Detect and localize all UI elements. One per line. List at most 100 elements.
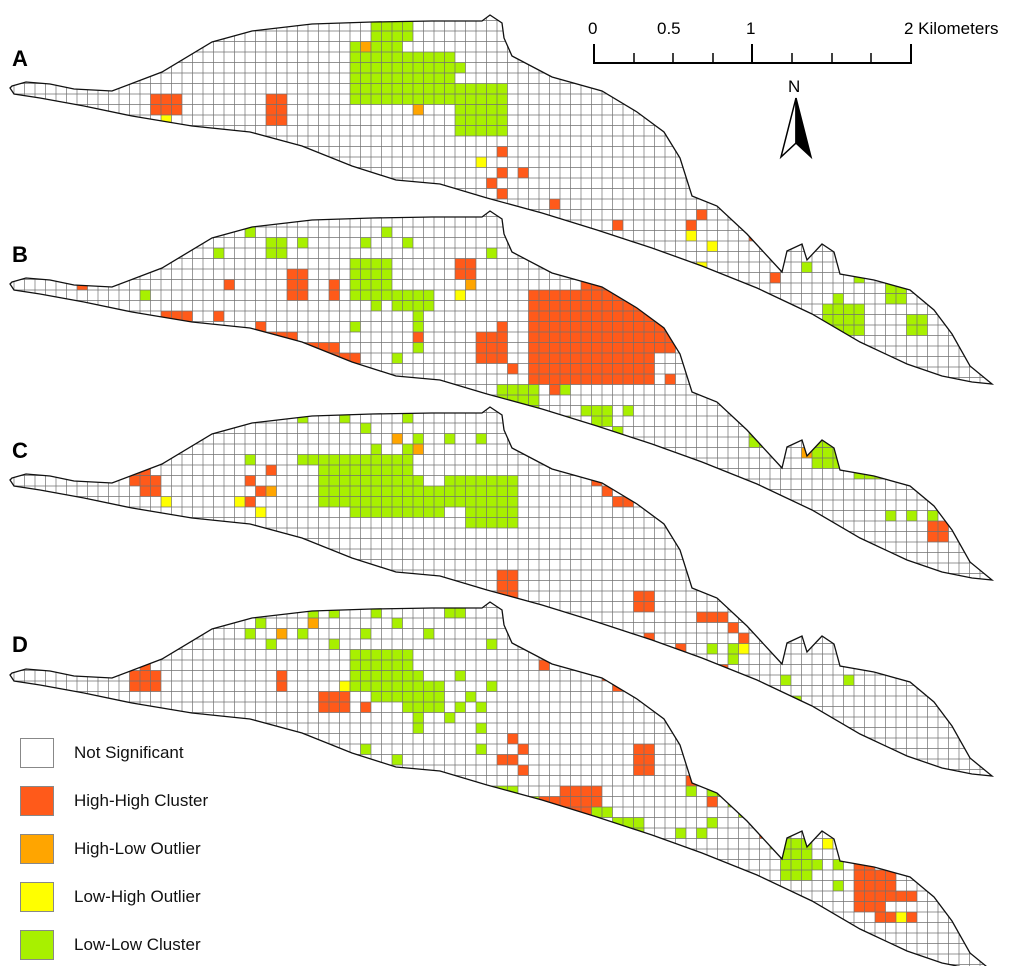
grid-cell [885, 272, 896, 283]
grid-cell [675, 675, 686, 686]
grid-cell [371, 279, 382, 290]
grid-cell [402, 702, 413, 713]
grid-cell [413, 691, 424, 702]
grid-cell [381, 496, 392, 507]
grid-cell [497, 507, 508, 518]
grid-cell [497, 94, 508, 105]
grid-cell [770, 272, 781, 283]
grid-cell [392, 353, 403, 364]
grid-cell [497, 486, 508, 497]
grid-cell [392, 0, 403, 10]
grid-cell [602, 486, 613, 497]
grid-cell [171, 94, 182, 105]
grid-cell [392, 486, 403, 497]
grid-cell [287, 602, 298, 608]
grid-cell [560, 353, 571, 364]
grid-cell [822, 838, 833, 849]
grid-cell [822, 426, 833, 437]
grid-cell [413, 712, 424, 723]
grid-cell [602, 290, 613, 301]
grid-cell [518, 765, 529, 776]
grid-cell [371, 258, 382, 269]
grid-cell [77, 73, 88, 84]
grid-cell [791, 870, 802, 881]
grid-cell [623, 374, 634, 385]
grid-cell [350, 649, 361, 660]
grid-cell [413, 602, 424, 608]
grid-cell [413, 73, 424, 84]
grid-cell [360, 507, 371, 518]
grid-cell [749, 426, 760, 437]
grid-cell [381, 15, 392, 21]
grid-cell [318, 691, 329, 702]
grid-cell [570, 374, 581, 385]
grid-cell [339, 602, 350, 608]
grid-cell [654, 94, 665, 105]
grid-cell [371, 290, 382, 301]
grid-cell [707, 241, 718, 252]
grid-cell [329, 475, 340, 486]
grid-cell [392, 94, 403, 105]
grid-cell [402, 237, 413, 248]
grid-cell [129, 670, 140, 681]
grid-cell [654, 664, 665, 675]
grid-cell [56, 269, 67, 280]
grid-cell [570, 363, 581, 374]
grid-cell [413, 475, 424, 486]
grid-cell [623, 332, 634, 343]
grid-cell [465, 786, 476, 797]
grid-cell [581, 796, 592, 807]
grid-cell [476, 744, 487, 755]
grid-cell [507, 507, 518, 518]
grid-cell [497, 332, 508, 343]
grid-cell [570, 807, 581, 818]
grid-cell [780, 870, 791, 881]
grid-cell [623, 681, 634, 692]
grid-cell [549, 199, 560, 210]
grid-cell [434, 602, 445, 608]
panel-label-d: D [12, 632, 28, 657]
grid-cell [507, 384, 518, 395]
grid-cell [339, 681, 350, 692]
grid-cell [896, 293, 907, 304]
grid-cell [413, 290, 424, 301]
grid-cell [927, 489, 938, 500]
grid-cell [528, 311, 539, 322]
grid-cell [381, 31, 392, 42]
grid-cell [455, 475, 466, 486]
grid-cell [360, 496, 371, 507]
grid-cell [843, 304, 854, 315]
grid-cell [350, 41, 361, 52]
grid-cell [644, 300, 655, 311]
grid-cell [570, 796, 581, 807]
grid-cell [812, 426, 823, 437]
grid-cell [455, 290, 466, 301]
grid-cell [612, 374, 623, 385]
grid-cell [371, 496, 382, 507]
grid-cell [413, 702, 424, 713]
grid-cell [759, 696, 770, 707]
grid-cell [822, 325, 833, 336]
grid-cell [707, 775, 718, 786]
grid-cell [644, 765, 655, 776]
grid-cell [434, 486, 445, 497]
grid-cell [444, 94, 455, 105]
grid-cell [392, 496, 403, 507]
grid-cell [497, 125, 508, 136]
north-label: N [788, 77, 800, 96]
grid-cell [360, 454, 371, 465]
grid-cell [791, 696, 802, 707]
grid-cell [476, 517, 487, 528]
grid-cell [906, 458, 917, 469]
grid-cell [455, 702, 466, 713]
grid-cell [276, 628, 287, 639]
grid-cell [654, 849, 665, 860]
grid-cell [360, 73, 371, 84]
grid-cell [623, 321, 634, 332]
grid-cell [780, 675, 791, 686]
grid-cell [528, 363, 539, 374]
grid-cell [392, 31, 403, 42]
grid-cell [350, 258, 361, 269]
grid-cell [665, 664, 676, 675]
grid-cell [360, 83, 371, 94]
